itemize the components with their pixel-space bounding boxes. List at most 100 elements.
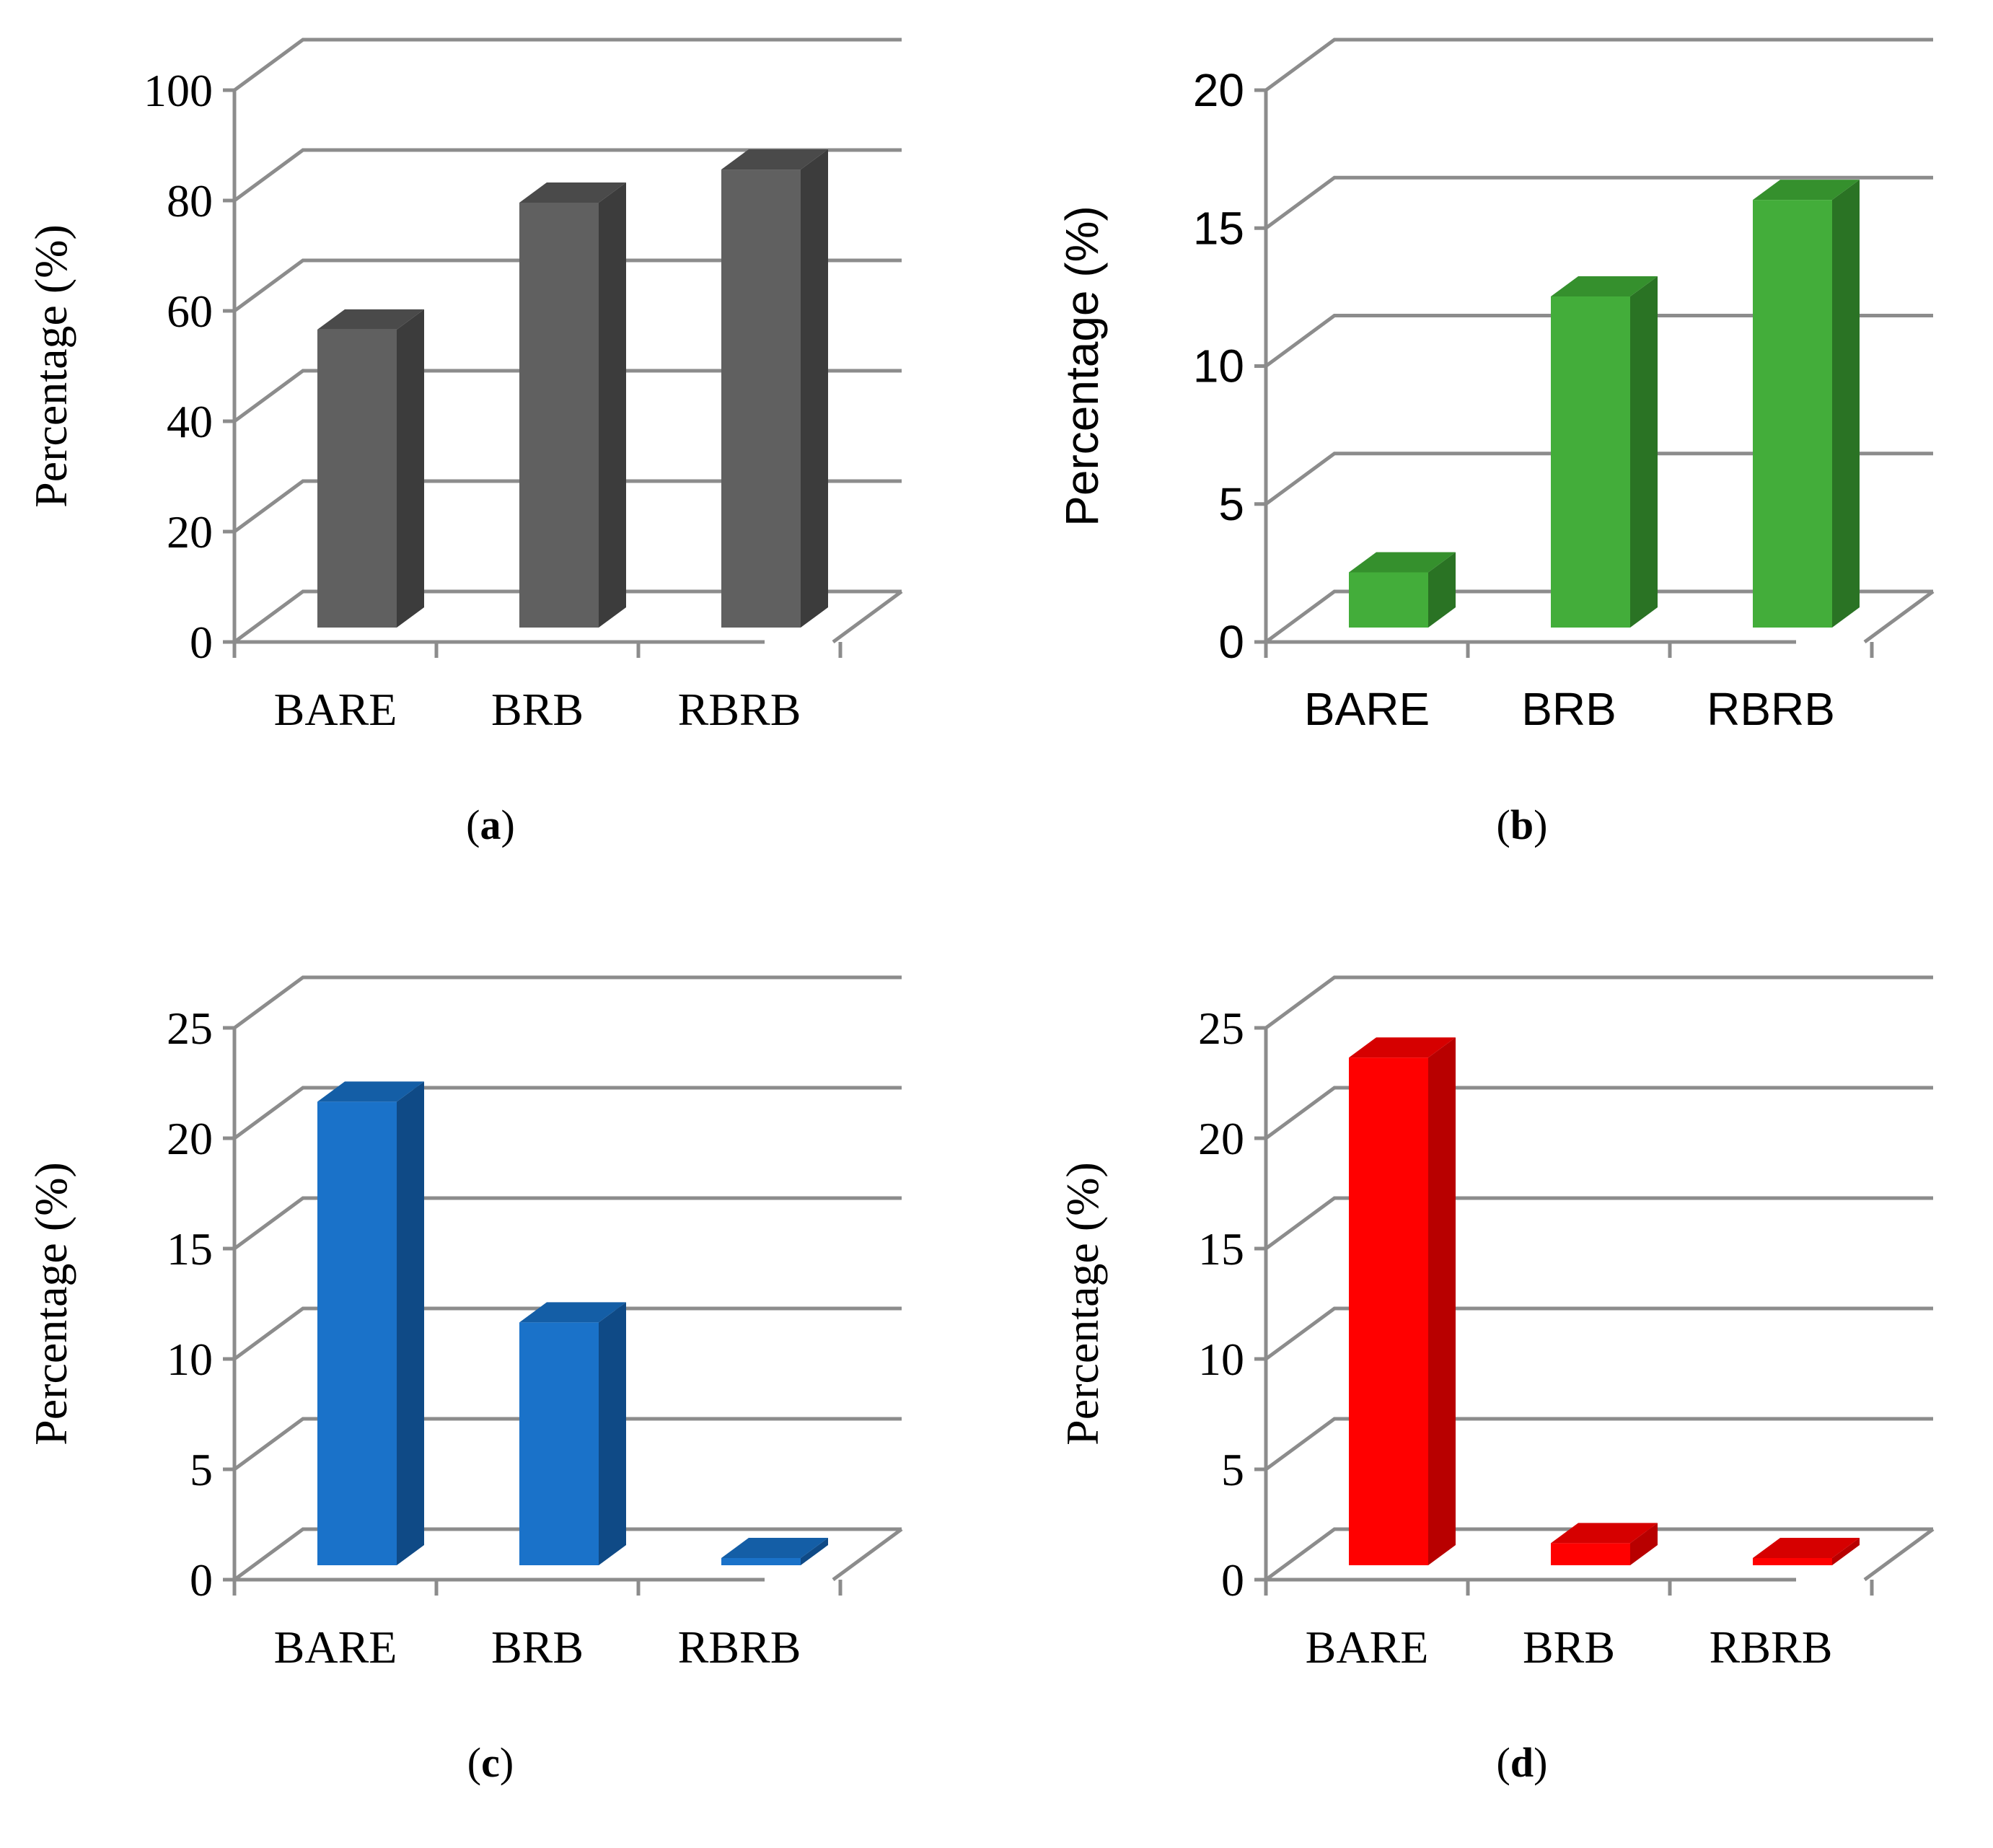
- bar-top-b-brb: [1551, 276, 1658, 296]
- bar-side-a-bare: [397, 309, 424, 628]
- x-tick-label-b-bare: BARE: [1304, 683, 1430, 735]
- chart-b-plot: 0 5 10 15 20 BARE BRB RBRB Percentage (%): [1056, 38, 1935, 735]
- gridline-c-5: [233, 975, 902, 1030]
- chart-c-plot: 0 5 10 15 20 25 BARE BRB RBRB Percentage (%): [25, 975, 903, 1673]
- gridline-c-2: [233, 1306, 902, 1361]
- y-tick-label-a-0: 0: [190, 617, 213, 668]
- bar-a-brb: [519, 202, 599, 628]
- bar-c-rbrb: [721, 1558, 801, 1565]
- caption-a-letter: a: [480, 801, 501, 848]
- bar-c-bare: [317, 1101, 397, 1565]
- gridline-a-1: [233, 479, 902, 534]
- y-tick-label-a-1: 20: [167, 506, 213, 558]
- y-tick-label-c-1: 5: [190, 1444, 213, 1495]
- x-tick-label-a-rbrb: RBRB: [678, 684, 801, 735]
- y-axis-title-c: Percentage (%): [25, 1162, 76, 1446]
- caption-c: (c): [467, 1739, 514, 1786]
- caption-d-letter: d: [1510, 1739, 1534, 1786]
- x-tick-label-b-rbrb: RBRB: [1707, 683, 1835, 735]
- x-tick-label-d-rbrb: RBRB: [1710, 1622, 1833, 1673]
- x-tick-label-a-bare: BARE: [274, 684, 397, 735]
- bar-top-a-brb: [519, 182, 626, 203]
- bar-side-d-brb: [1630, 1523, 1658, 1565]
- x-tick-label-d-brb: BRB: [1523, 1622, 1615, 1673]
- caption-c-letter: c: [481, 1739, 500, 1786]
- bar-a-bare: [317, 329, 397, 628]
- bar-side-a-brb: [599, 182, 626, 628]
- gridline-a-0: [233, 589, 902, 644]
- y-tick-label-a-4: 80: [167, 175, 213, 226]
- y-tick-label-c-5: 25: [167, 1003, 213, 1054]
- chart-a-plot: 0 20 40 60 80 100 BARE BRB RBRB Percentage (%): [25, 38, 903, 735]
- y-tick-label-a-2: 40: [167, 396, 213, 447]
- bar-b-brb: [1551, 296, 1630, 628]
- x-tick-label-a-brb: BRB: [491, 684, 584, 735]
- y-tick-label-d-4: 20: [1198, 1113, 1244, 1164]
- floor-edge-c: [832, 1527, 903, 1582]
- x-tick-label-c-rbrb: RBRB: [678, 1622, 801, 1673]
- y-tick-label-c-2: 10: [167, 1334, 213, 1385]
- floor-edge-a: [832, 589, 903, 644]
- gridline-b-2: [1264, 314, 1933, 368]
- bar-b-rbrb: [1753, 200, 1832, 628]
- y-axis-title-b: Percentage (%): [1056, 206, 1108, 527]
- y-tick-label-c-0: 0: [190, 1554, 213, 1606]
- caption-d: (d): [1496, 1739, 1548, 1786]
- bar-top-a-rbrb: [721, 149, 828, 170]
- bar-top-d-bare: [1349, 1037, 1456, 1058]
- gridline-a-2: [233, 369, 902, 423]
- gridline-d-0: [1264, 1527, 1933, 1582]
- bar-side-c-bare: [397, 1081, 424, 1565]
- chart-panel-a: 0 20 40 60 80 100 BARE BRB RBRB Percentage (%) (a…: [0, 0, 981, 894]
- chart-d-plot: 0 5 10 15 20 25 BARE BRB RBRB Percentage (%): [1057, 975, 1935, 1673]
- y-axis-title-d: Percentage (%): [1057, 1162, 1108, 1446]
- bar-side-a-rbrb: [801, 149, 828, 628]
- y-tick-label-d-3: 15: [1198, 1223, 1244, 1275]
- y-tick-label-b-1: 5: [1218, 478, 1244, 530]
- floor-edge-b: [1863, 589, 1935, 644]
- gridline-c-4: [233, 1086, 902, 1140]
- bar-top-b-bare: [1349, 552, 1456, 573]
- bar-a-rbrb: [721, 170, 801, 628]
- chart-panel-d: 0 5 10 15 20 25 BARE BRB RBRB Percentage (%) (d): [1031, 938, 1993, 1832]
- bar-side-b-rbrb: [1832, 180, 1860, 628]
- gridline-d-2: [1264, 1306, 1933, 1361]
- caption-b: (b): [1496, 801, 1548, 848]
- bar-top-c-bare: [317, 1081, 424, 1102]
- x-tick-label-b-brb: BRB: [1521, 683, 1616, 735]
- gridline-d-3: [1264, 1196, 1933, 1251]
- y-tick-label-b-2: 10: [1193, 340, 1244, 392]
- gridline-b-4: [1264, 38, 1933, 92]
- gridline-c-1: [233, 1417, 902, 1471]
- x-tick-label-c-brb: BRB: [491, 1622, 584, 1673]
- bar-side-b-brb: [1630, 276, 1658, 628]
- bar-d-rbrb: [1753, 1558, 1832, 1565]
- bar-top-a-bare: [317, 309, 424, 330]
- bar-top-d-rbrb: [1753, 1538, 1860, 1558]
- bar-b-bare: [1349, 572, 1428, 628]
- gridline-a-5: [233, 38, 902, 92]
- bar-side-c-rbrb: [801, 1538, 828, 1565]
- y-tick-label-c-4: 20: [167, 1113, 213, 1164]
- y-tick-label-d-1: 5: [1221, 1444, 1244, 1495]
- y-axis-title-a: Percentage (%): [25, 224, 76, 508]
- y-tick-label-d-5: 25: [1198, 1003, 1244, 1054]
- x-tick-label-c-bare: BARE: [274, 1622, 397, 1673]
- caption-b-letter: b: [1510, 801, 1534, 848]
- bar-side-d-rbrb: [1832, 1538, 1860, 1565]
- gridline-b-0: [1264, 589, 1933, 644]
- gridline-d-4: [1264, 1086, 1933, 1140]
- y-tick-label-b-0: 0: [1218, 616, 1244, 668]
- gridline-d-5: [1264, 975, 1933, 1030]
- y-tick-label-b-4: 20: [1193, 64, 1244, 116]
- bar-top-c-rbrb: [721, 1538, 828, 1558]
- bar-side-b-bare: [1428, 552, 1456, 628]
- y-tick-label-b-3: 15: [1193, 202, 1244, 254]
- floor-edge-d: [1863, 1527, 1935, 1582]
- bar-top-d-brb: [1551, 1523, 1658, 1544]
- gridline-c-3: [233, 1196, 902, 1251]
- bar-top-b-rbrb: [1753, 180, 1860, 201]
- y-tick-label-d-0: 0: [1221, 1554, 1244, 1606]
- bar-side-d-bare: [1428, 1037, 1456, 1565]
